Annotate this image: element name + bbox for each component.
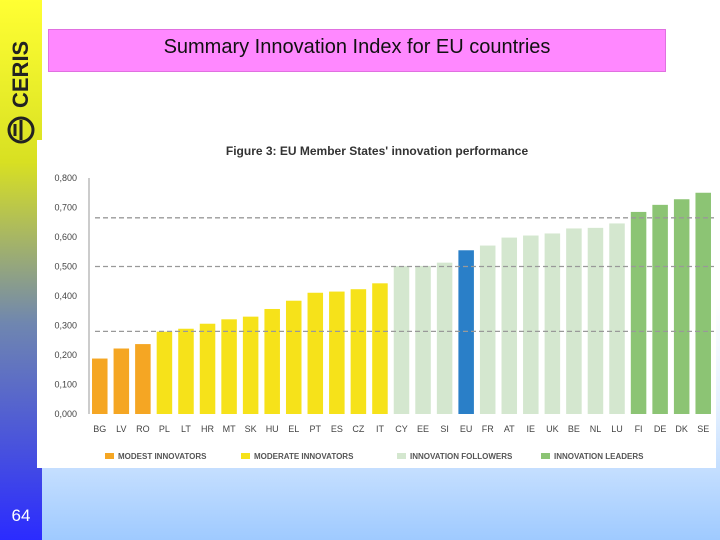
y-tick-label: 0,100 [54,380,77,390]
x-tick-label: EU [460,424,473,434]
legend-swatch-followers [397,453,406,459]
legend-swatch-moderate [241,453,250,459]
bar-ie [523,235,539,414]
x-tick-label: BG [93,424,106,434]
x-tick-label: LV [116,424,126,434]
bar-it [372,283,388,414]
x-tick-label: CY [395,424,408,434]
bar-mt [221,319,237,414]
bar-at [501,237,518,414]
x-tick-label: BE [568,424,580,434]
x-tick-label: HR [201,424,214,434]
legend-label-moderate: MODERATE INNOVATORS [254,452,354,461]
x-tick-label: MT [223,424,236,434]
bar-cz [350,289,367,414]
x-tick-label: SI [440,424,449,434]
ceris-logo: CERIS [7,41,35,144]
x-tick-label: RO [136,424,150,434]
bar-nl [587,227,604,414]
x-tick-label: SK [245,424,257,434]
bar-bg [92,358,108,414]
bar-cy [393,266,410,414]
page-number: 64 [11,506,31,525]
bar-chart: Figure 3: EU Member States' innovation p… [54,144,714,461]
x-tick-label: SE [697,424,709,434]
legend-label-modest: MODEST INNOVATORS [118,452,207,461]
bar-si [436,262,453,414]
x-tick-label: LU [611,424,623,434]
x-tick-label: NL [590,424,602,434]
svg-text:CERIS: CERIS [8,41,33,108]
y-tick-label: 0,600 [54,232,77,242]
x-tick-label: EL [288,424,299,434]
bar-fr [479,245,496,414]
bar-uk [544,233,561,414]
x-tick-label: ES [331,424,343,434]
x-tick-label: DK [675,424,688,434]
bar-be [566,228,582,414]
x-tick-label: IE [527,424,536,434]
legend-label-leaders: INNOVATION LEADERS [554,452,644,461]
bar-el [285,300,302,414]
legend-swatch-modest [105,453,114,459]
title-banner: Summary Innovation Index for EU countrie… [48,29,666,72]
x-tick-label: HU [266,424,279,434]
slide-sidebar: CERIS 64 [0,0,42,540]
legend-swatch-leaders [541,453,550,459]
x-tick-label: IT [376,424,385,434]
bar-pl [156,331,173,414]
bar-lt [178,328,194,414]
legend-label-followers: INNOVATION FOLLOWERS [410,452,513,461]
x-tick-label: FR [482,424,494,434]
slide-title: Summary Innovation Index for EU countrie… [163,36,551,58]
chart-title: Figure 3: EU Member States' innovation p… [226,144,529,158]
bar-pt [307,292,324,414]
x-tick-label: LT [181,424,191,434]
x-tick-label: PT [310,424,322,434]
bar-lu [609,223,625,414]
bar-se [695,192,711,414]
y-tick-label: 0,000 [54,409,77,419]
bar-es [329,291,345,414]
x-tick-label: FI [635,424,643,434]
x-tick-label: PL [159,424,170,434]
bar-de [652,204,668,414]
bar-dk [673,199,690,414]
y-tick-label: 0,700 [54,203,77,213]
bar-fi [630,211,647,414]
x-tick-label: AT [504,424,515,434]
bar-hr [199,323,216,414]
y-tick-label: 0,200 [54,350,77,360]
chart-panel: Figure 3: EU Member States' innovation p… [37,140,716,468]
bar-eu [458,250,474,414]
y-tick-label: 0,500 [54,262,77,272]
x-tick-label: CZ [352,424,364,434]
y-tick-label: 0,800 [54,173,77,183]
bar-ee [415,265,431,414]
x-tick-label: EE [417,424,429,434]
bar-sk [242,316,259,414]
y-tick-label: 0,300 [54,321,77,331]
x-tick-label: DE [654,424,667,434]
bar-hu [264,308,280,414]
x-tick-label: UK [546,424,559,434]
bar-lv [113,348,130,414]
y-tick-label: 0,400 [54,291,77,301]
bar-ro [135,344,151,414]
